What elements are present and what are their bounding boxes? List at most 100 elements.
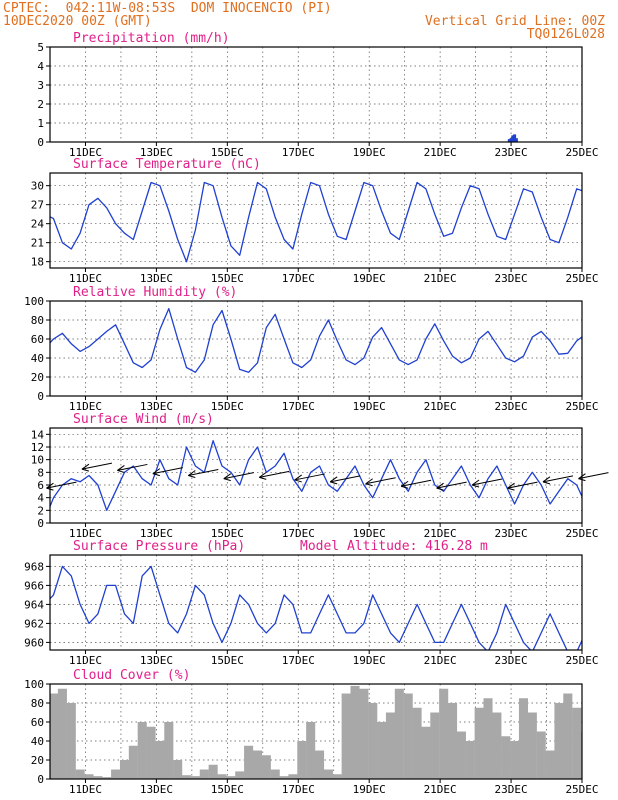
temp-xtick-label: 23DEC [495, 272, 528, 285]
wind-wind-arrowhead [365, 478, 373, 487]
cloud-bar [199, 769, 209, 779]
cloud-bar [474, 707, 484, 779]
wind-wind-arrow [152, 467, 183, 475]
wind-xtick-label: 11DEC [69, 527, 102, 540]
cloud-bar [563, 693, 573, 779]
wind-ytick-label: 2 [37, 504, 44, 517]
cloud-bar [128, 745, 138, 779]
rh-xtick-label: 13DEC [140, 400, 173, 413]
wind-frame [49, 427, 583, 524]
wind-ytick-label: 6 [37, 479, 44, 492]
cloud-bar [412, 707, 422, 779]
wind-wind-arrow [294, 473, 325, 481]
precip-xtick-label: 19DEC [353, 146, 386, 159]
cloud-bar [572, 707, 582, 779]
temp-ytick-label: 24 [31, 218, 45, 231]
cloud-ytick-label: 40 [31, 735, 44, 748]
cloud-bar [510, 741, 520, 779]
temp-xtick-label: 11DEC [69, 272, 102, 285]
cloud-xtick-label: 19DEC [353, 783, 386, 796]
precip-bar [507, 139, 511, 142]
cloud-bar [182, 775, 192, 779]
cloud-bar [164, 722, 174, 779]
cloud-xtick-label: 21DEC [424, 783, 457, 796]
precip-ytick-label: 3 [37, 79, 44, 92]
wind-wind-arrow [259, 470, 290, 478]
temp-ytick-label: 18 [31, 256, 44, 269]
header-line1: CPTEC: 042:11W-08:53S DOM INOCENCIO (PI) [3, 1, 332, 16]
cloud-xtick-label: 25DEC [565, 783, 598, 796]
pres-ytick-label: 968 [24, 560, 44, 573]
pres-xtick-label: 21DEC [424, 654, 457, 667]
rh-ytick-label: 60 [31, 333, 44, 346]
wind-wind-arrowhead [329, 476, 338, 485]
wind-wind-arrow [542, 475, 574, 483]
rh-xtick-label: 17DEC [282, 400, 315, 413]
precip-xtick-label: 11DEC [69, 146, 102, 159]
wind-wind-arrow [81, 462, 113, 470]
rh-xtick-label: 25DEC [565, 400, 598, 413]
precip-bar [509, 138, 513, 142]
cloud-bar [155, 741, 165, 779]
cloud-ytick-label: 60 [31, 716, 44, 729]
cloud-frame [49, 683, 583, 780]
cloud-xtick-label: 23DEC [495, 783, 528, 796]
wind-wind-arrowhead [294, 474, 303, 483]
pres-annotation: Model Altitude: 416.28 m [300, 539, 488, 554]
temp-xtick-label: 21DEC [424, 272, 457, 285]
wind-wind-arrow [46, 481, 77, 489]
temp-xtick-label: 25DEC [565, 272, 598, 285]
cloud-bar [208, 764, 218, 779]
temp-xtick-label: 13DEC [140, 272, 173, 285]
temp-title: Surface Temperature (nC) [73, 157, 261, 172]
rh-series-line [50, 307, 582, 373]
precip-bar [513, 134, 517, 142]
precip-title: Precipitation (mm/h) [73, 31, 230, 46]
pres-panel: Surface Pressure (hPa) Model Altitude: 41… [24, 539, 598, 667]
cloud-bar [279, 776, 289, 779]
precip-xtick-label: 13DEC [140, 146, 173, 159]
wind-ytick-label: 14 [31, 428, 45, 441]
cloud-bar [252, 750, 263, 779]
pres-ytick-label: 962 [24, 617, 44, 630]
cloud-bar [518, 698, 529, 779]
wind-wind-arrow [117, 463, 148, 471]
header-line2: 10DEC2020 00Z (GMT) [3, 14, 152, 29]
wind-wind-arrowhead [81, 463, 90, 472]
pres-series-line [50, 565, 582, 650]
cloud-bar [93, 776, 103, 779]
header-model-id: TQ0126L028 [526, 27, 605, 42]
wind-ytick-label: 12 [31, 441, 44, 454]
wind-wind-arrowhead [507, 482, 515, 491]
temp-xtick-label: 15DEC [211, 272, 244, 285]
cloud-bar [599, 695, 608, 779]
wind-wind-arrow [436, 481, 467, 489]
cloud-bar [368, 703, 378, 779]
precip-xtick-label: 17DEC [282, 146, 315, 159]
cloud-bar [465, 741, 475, 779]
cloud-bar [536, 731, 546, 779]
wind-xtick-label: 19DEC [353, 527, 386, 540]
wind-wind-arrow [330, 475, 361, 483]
rh-xtick-label: 21DEC [424, 400, 457, 413]
pres-xtick-label: 23DEC [495, 654, 528, 667]
cloud-bar [190, 776, 200, 779]
precip-frame [49, 46, 583, 143]
cloud-bar [75, 769, 85, 779]
wind-xtick-label: 13DEC [140, 527, 173, 540]
pres-xtick-label: 17DEC [282, 654, 315, 667]
cloud-bar [403, 693, 413, 779]
cloud-bar [590, 741, 599, 779]
cloud-bar [439, 688, 449, 779]
wind-ytick-label: 10 [31, 454, 44, 467]
pres-xtick-label: 25DEC [565, 654, 598, 667]
wind-wind-arrowhead [223, 473, 232, 482]
cloud-bar [492, 712, 502, 779]
precip-ytick-label: 0 [37, 136, 44, 149]
pres-ytick-label: 964 [24, 598, 44, 611]
temp-ytick-label: 30 [31, 180, 44, 193]
cloud-bar [430, 712, 440, 779]
wind-xtick-label: 21DEC [424, 527, 457, 540]
cloud-bar [421, 726, 431, 779]
cloud-bar [608, 692, 617, 779]
